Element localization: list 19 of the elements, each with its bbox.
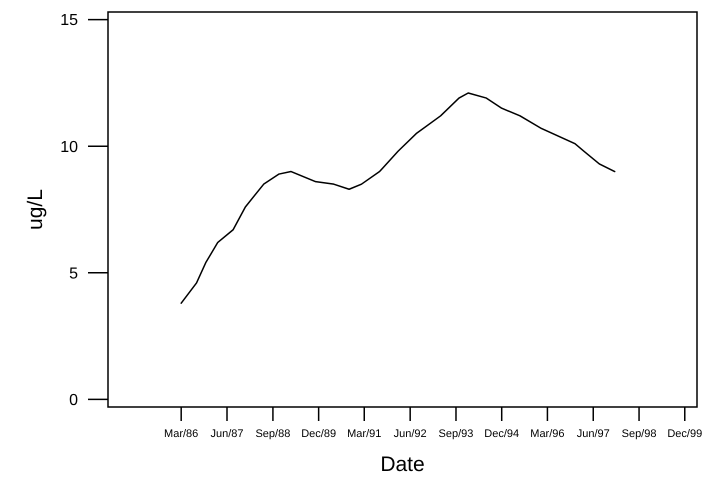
y-tick-label: 0 (69, 392, 78, 410)
y-tick-label: 15 (60, 12, 78, 30)
x-tick-label: Dec/94 (484, 428, 520, 440)
line-series (180, 92, 616, 304)
y-axis-title: ug/L (24, 189, 47, 230)
x-tick-label: Sep/93 (438, 428, 474, 440)
x-tick-label: Dec/89 (301, 428, 336, 440)
x-tick-label: Dec/99 (667, 428, 702, 440)
x-tick-label: Mar/86 (164, 428, 198, 440)
y-tick-label: 10 (60, 138, 78, 156)
x-tick-label: Sep/88 (255, 428, 290, 440)
x-tick-label: Mar/96 (530, 428, 565, 440)
x-tick-label: Mar/91 (347, 428, 382, 440)
x-tick-label: Jun/97 (576, 428, 610, 440)
x-tick-label: Jun/92 (394, 428, 427, 440)
x-tick-label: Jun/87 (210, 428, 244, 440)
y-tick-label: 5 (69, 265, 78, 282)
x-axis-title: Date (380, 453, 425, 476)
x-tick-label: Sep/98 (622, 428, 656, 440)
